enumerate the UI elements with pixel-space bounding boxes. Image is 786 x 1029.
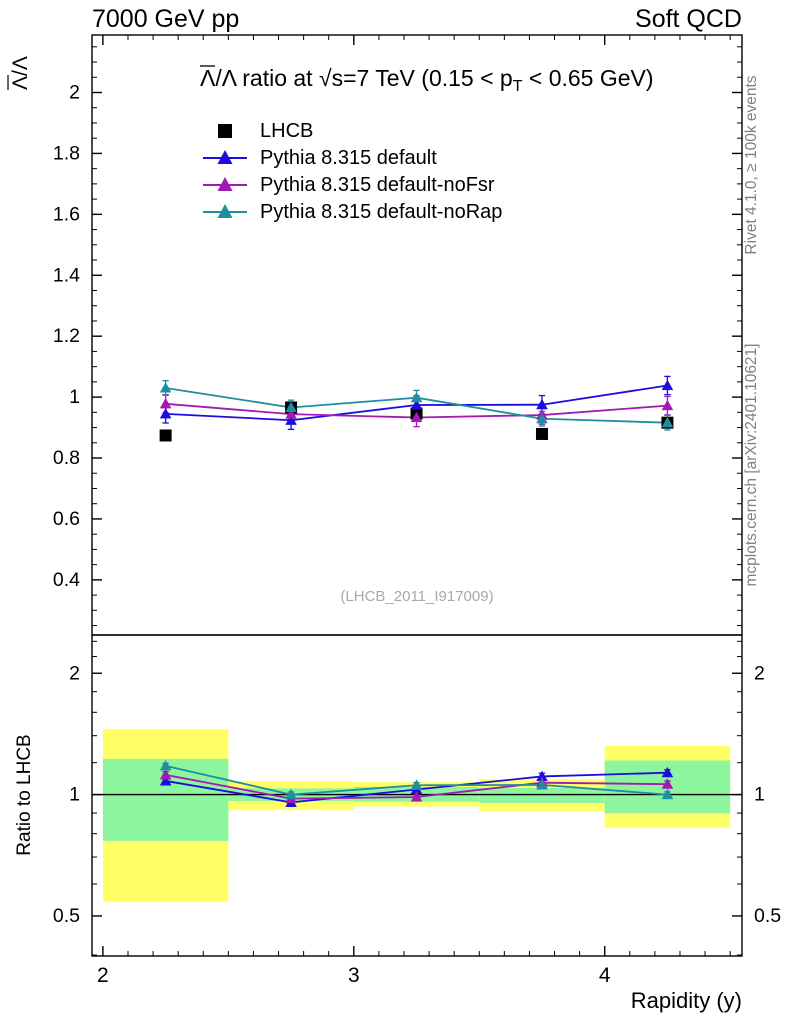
svg-text:2: 2: [754, 662, 765, 684]
svg-text:Pythia 8.315 default: Pythia 8.315 default: [260, 147, 437, 169]
svg-text:0.4: 0.4: [53, 569, 80, 591]
svg-text:3: 3: [348, 964, 360, 987]
svg-text:Pythia 8.315 default-noFsr: Pythia 8.315 default-noFsr: [260, 174, 495, 196]
svg-text:LHCB: LHCB: [260, 120, 313, 142]
svg-text:Soft QCD: Soft QCD: [635, 5, 742, 33]
svg-text:Rapidity (y): Rapidity (y): [631, 988, 742, 1013]
svg-text:Pythia 8.315 default-noRap: Pythia 8.315 default-noRap: [260, 201, 502, 223]
svg-text:Rivet 4.1.0, ≥ 100k events: Rivet 4.1.0, ≥ 100k events: [743, 75, 760, 254]
svg-text:Λ/Λ ratio at √s=7 TeV (0.15 <: Λ/Λ ratio at √s=7 TeV (0.15 < pT < 0.65 …: [200, 65, 654, 95]
svg-text:4: 4: [599, 964, 611, 987]
svg-text:1: 1: [69, 386, 80, 408]
svg-text:1.4: 1.4: [53, 264, 80, 286]
svg-text:1.2: 1.2: [53, 325, 80, 347]
svg-text:0.8: 0.8: [53, 447, 80, 469]
svg-text:0.5: 0.5: [53, 905, 80, 927]
svg-text:0.5: 0.5: [754, 905, 781, 927]
svg-text:1: 1: [69, 784, 80, 806]
svg-text:2: 2: [69, 662, 80, 684]
svg-text:2: 2: [97, 964, 109, 987]
svg-text:1.6: 1.6: [53, 203, 80, 225]
svg-text:(LHCB_2011_I917009): (LHCB_2011_I917009): [340, 588, 493, 605]
svg-text:Λ/Λ: Λ/Λ: [9, 56, 32, 90]
svg-text:7000 GeV pp: 7000 GeV pp: [92, 5, 239, 33]
svg-text:mcplots.cern.ch [arXiv:2401.10: mcplots.cern.ch [arXiv:2401.10621]: [743, 344, 760, 587]
svg-text:1: 1: [754, 784, 765, 806]
svg-text:Ratio to LHCB: Ratio to LHCB: [14, 734, 35, 855]
svg-text:1.8: 1.8: [53, 142, 80, 164]
svg-text:0.6: 0.6: [53, 508, 80, 530]
svg-text:2: 2: [69, 82, 80, 104]
